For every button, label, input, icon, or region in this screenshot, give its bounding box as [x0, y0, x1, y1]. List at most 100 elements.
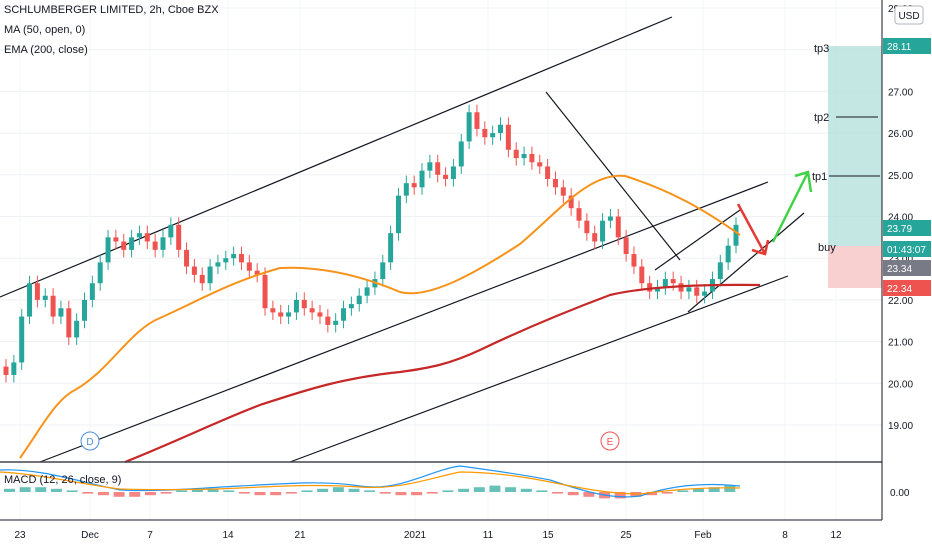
- candle-body: [238, 254, 244, 263]
- candle-body: [450, 166, 456, 179]
- time-axis: 23 Dec 7 14 21 2021 11 15 25 Feb 8 12: [14, 530, 842, 541]
- macd-bar: [614, 492, 626, 499]
- macd-bar: [82, 492, 94, 494]
- candle-body: [458, 141, 464, 167]
- price-badge: [883, 241, 931, 257]
- candle-body: [545, 166, 551, 179]
- candle-body: [419, 170, 425, 188]
- macd-bar: [19, 487, 31, 492]
- stop-zone: [828, 246, 882, 288]
- macd-bar: [176, 490, 188, 492]
- target-annotations: tp3 tp2 tp1 buy: [812, 43, 880, 254]
- macd-bar: [238, 492, 250, 494]
- candle-body: [662, 279, 668, 288]
- currency-button[interactable]: [894, 5, 924, 25]
- candle-body: [207, 266, 213, 284]
- candle-body: [333, 320, 339, 325]
- candle-body: [702, 291, 708, 296]
- macd-bar: [348, 488, 360, 492]
- candle-body: [356, 295, 362, 305]
- candle-body: [725, 245, 731, 263]
- macd-bar: [458, 488, 470, 492]
- candle-body: [152, 241, 158, 250]
- ma-50-line: [19, 174, 741, 459]
- macd-bar: [223, 490, 235, 492]
- price-badge-label: 01:43:07: [887, 245, 926, 256]
- x-tick-label: 14: [222, 530, 234, 541]
- macd-bar: [129, 492, 141, 497]
- candle-body: [395, 195, 401, 234]
- candle-body: [223, 258, 229, 263]
- y-tick-label: 20.00: [888, 379, 913, 390]
- event-marker-d[interactable]: [80, 431, 100, 451]
- macd-bar: [301, 490, 313, 492]
- macd-bar: [113, 492, 125, 497]
- symbol-legend[interactable]: SCHLUMBERGER LIMITED, 2h, Cboe BZX: [4, 4, 219, 16]
- candle-body: [325, 316, 331, 325]
- macd-bar: [677, 490, 689, 492]
- candle-body: [600, 220, 606, 242]
- candle-body: [647, 283, 653, 292]
- candle-body: [521, 153, 527, 159]
- event-marker-e[interactable]: [600, 431, 620, 451]
- macd-bar: [254, 492, 266, 496]
- candle-body: [184, 249, 190, 267]
- ema-legend[interactable]: EMA (200, close): [4, 44, 88, 56]
- macd-bar: [317, 488, 329, 492]
- candle-body: [129, 237, 135, 250]
- macd-zero-label: 0.00: [890, 488, 910, 499]
- candle-body: [505, 124, 511, 150]
- macd-bar: [364, 490, 376, 492]
- macd-bar: [708, 487, 720, 492]
- candle-body: [576, 208, 582, 221]
- candle-body: [592, 233, 598, 242]
- event-marker-e-label: E: [607, 437, 614, 448]
- y-tick-label: 24.00: [888, 213, 913, 224]
- candle-body: [364, 287, 370, 296]
- candle-body: [81, 299, 87, 321]
- x-tick-label: 23: [14, 530, 26, 541]
- candle-body: [686, 287, 692, 292]
- candle-body: [144, 233, 150, 242]
- macd-bar: [583, 492, 595, 497]
- wedge-bottom-line: [687, 212, 805, 313]
- y-tick-label: 19.00: [888, 421, 913, 432]
- candle-body: [286, 312, 292, 317]
- y-tick-label: 27.00: [888, 87, 913, 98]
- y-tick-label: 25.00: [888, 171, 913, 182]
- price-badge-label: 23.34: [887, 264, 912, 275]
- x-tick-label: 21: [294, 530, 306, 541]
- candle-body: [160, 237, 166, 250]
- macd-bar: [191, 488, 203, 492]
- candle-body: [466, 112, 472, 142]
- candle-body: [717, 262, 723, 280]
- candle-body: [403, 183, 409, 196]
- macd-bar: [285, 492, 297, 494]
- short-term-down-arrow: [736, 203, 770, 256]
- candle-body: [733, 224, 739, 246]
- price-badge: [883, 220, 931, 236]
- candle-body: [639, 266, 645, 284]
- macd-bar: [693, 488, 704, 492]
- candle-body: [380, 262, 386, 280]
- x-tick-label: 8: [782, 530, 788, 541]
- y-tick-label: 26.00: [888, 129, 913, 140]
- price-badge-label: 22.34: [887, 284, 912, 295]
- ma-legend[interactable]: MA (50, open, 0): [4, 24, 86, 36]
- candle-body: [655, 287, 661, 292]
- candle-body: [3, 366, 9, 375]
- macd-bar: [505, 487, 517, 492]
- x-tick-label: 15: [542, 530, 554, 541]
- candle-body: [317, 312, 323, 317]
- candle-body: [270, 308, 276, 313]
- candle-body: [678, 283, 684, 292]
- macd-legend[interactable]: MACD (12, 26, close, 9): [4, 474, 122, 486]
- candle-body: [97, 262, 103, 284]
- macd-bar: [379, 492, 391, 494]
- candle-body: [552, 178, 558, 188]
- x-tick-label: 2021: [404, 530, 427, 541]
- annotation-tp2: tp2: [814, 112, 829, 124]
- candle-body: [529, 153, 535, 163]
- macd-bar: [520, 488, 532, 492]
